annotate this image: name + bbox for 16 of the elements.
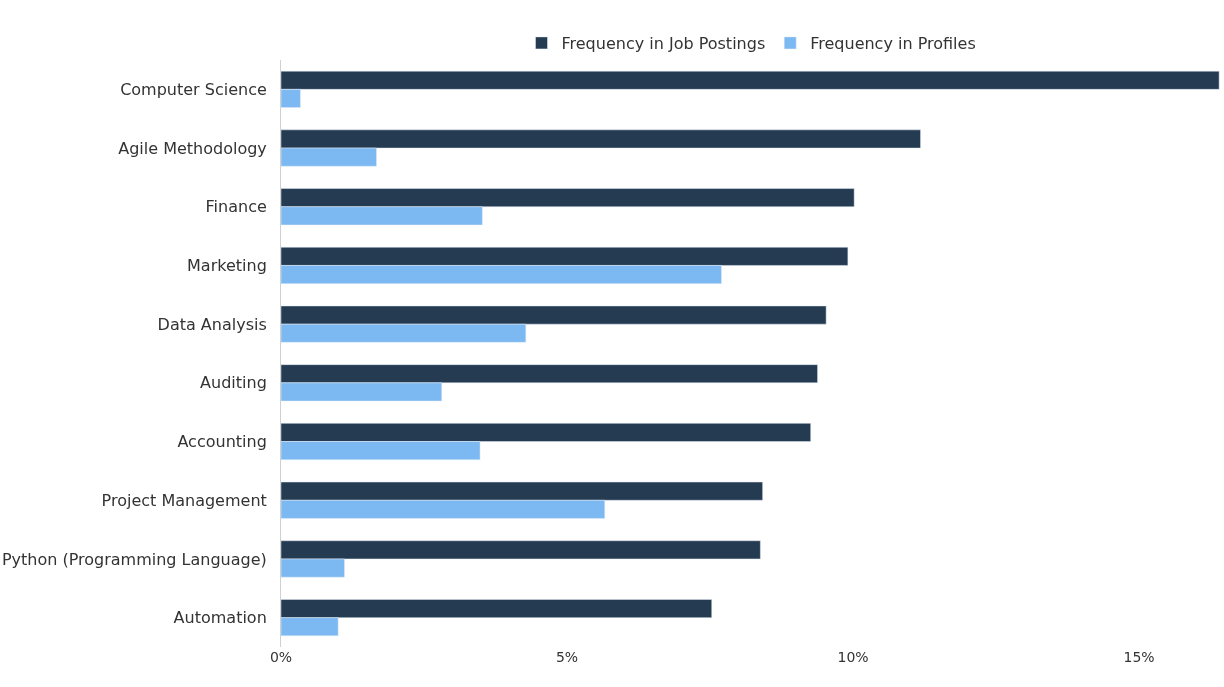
y-tick-label: Data Analysis — [157, 314, 267, 334]
legend-label: Frequency in Job Postings — [561, 34, 766, 54]
y-tick-label: Computer Science — [120, 79, 267, 99]
y-tick-label: Automation — [173, 608, 267, 628]
y-tick-label: Python (Programming Language) — [1, 549, 267, 569]
y-tick-label: Accounting — [177, 432, 267, 452]
y-tick-label: Project Management — [101, 490, 267, 510]
legend-label: Frequency in Profiles — [810, 34, 976, 54]
y-tick-label: Agile Methodology — [118, 138, 267, 158]
x-tick-label: 15% — [1123, 649, 1155, 665]
y-tick-label: Auditing — [200, 373, 267, 393]
x-tick-label: 0% — [269, 649, 293, 665]
x-tick-label: 10% — [837, 649, 869, 665]
x-tick-label: 5% — [555, 649, 579, 665]
y-tick-label: Marketing — [187, 256, 267, 276]
y-tick-label: Finance — [205, 197, 267, 217]
